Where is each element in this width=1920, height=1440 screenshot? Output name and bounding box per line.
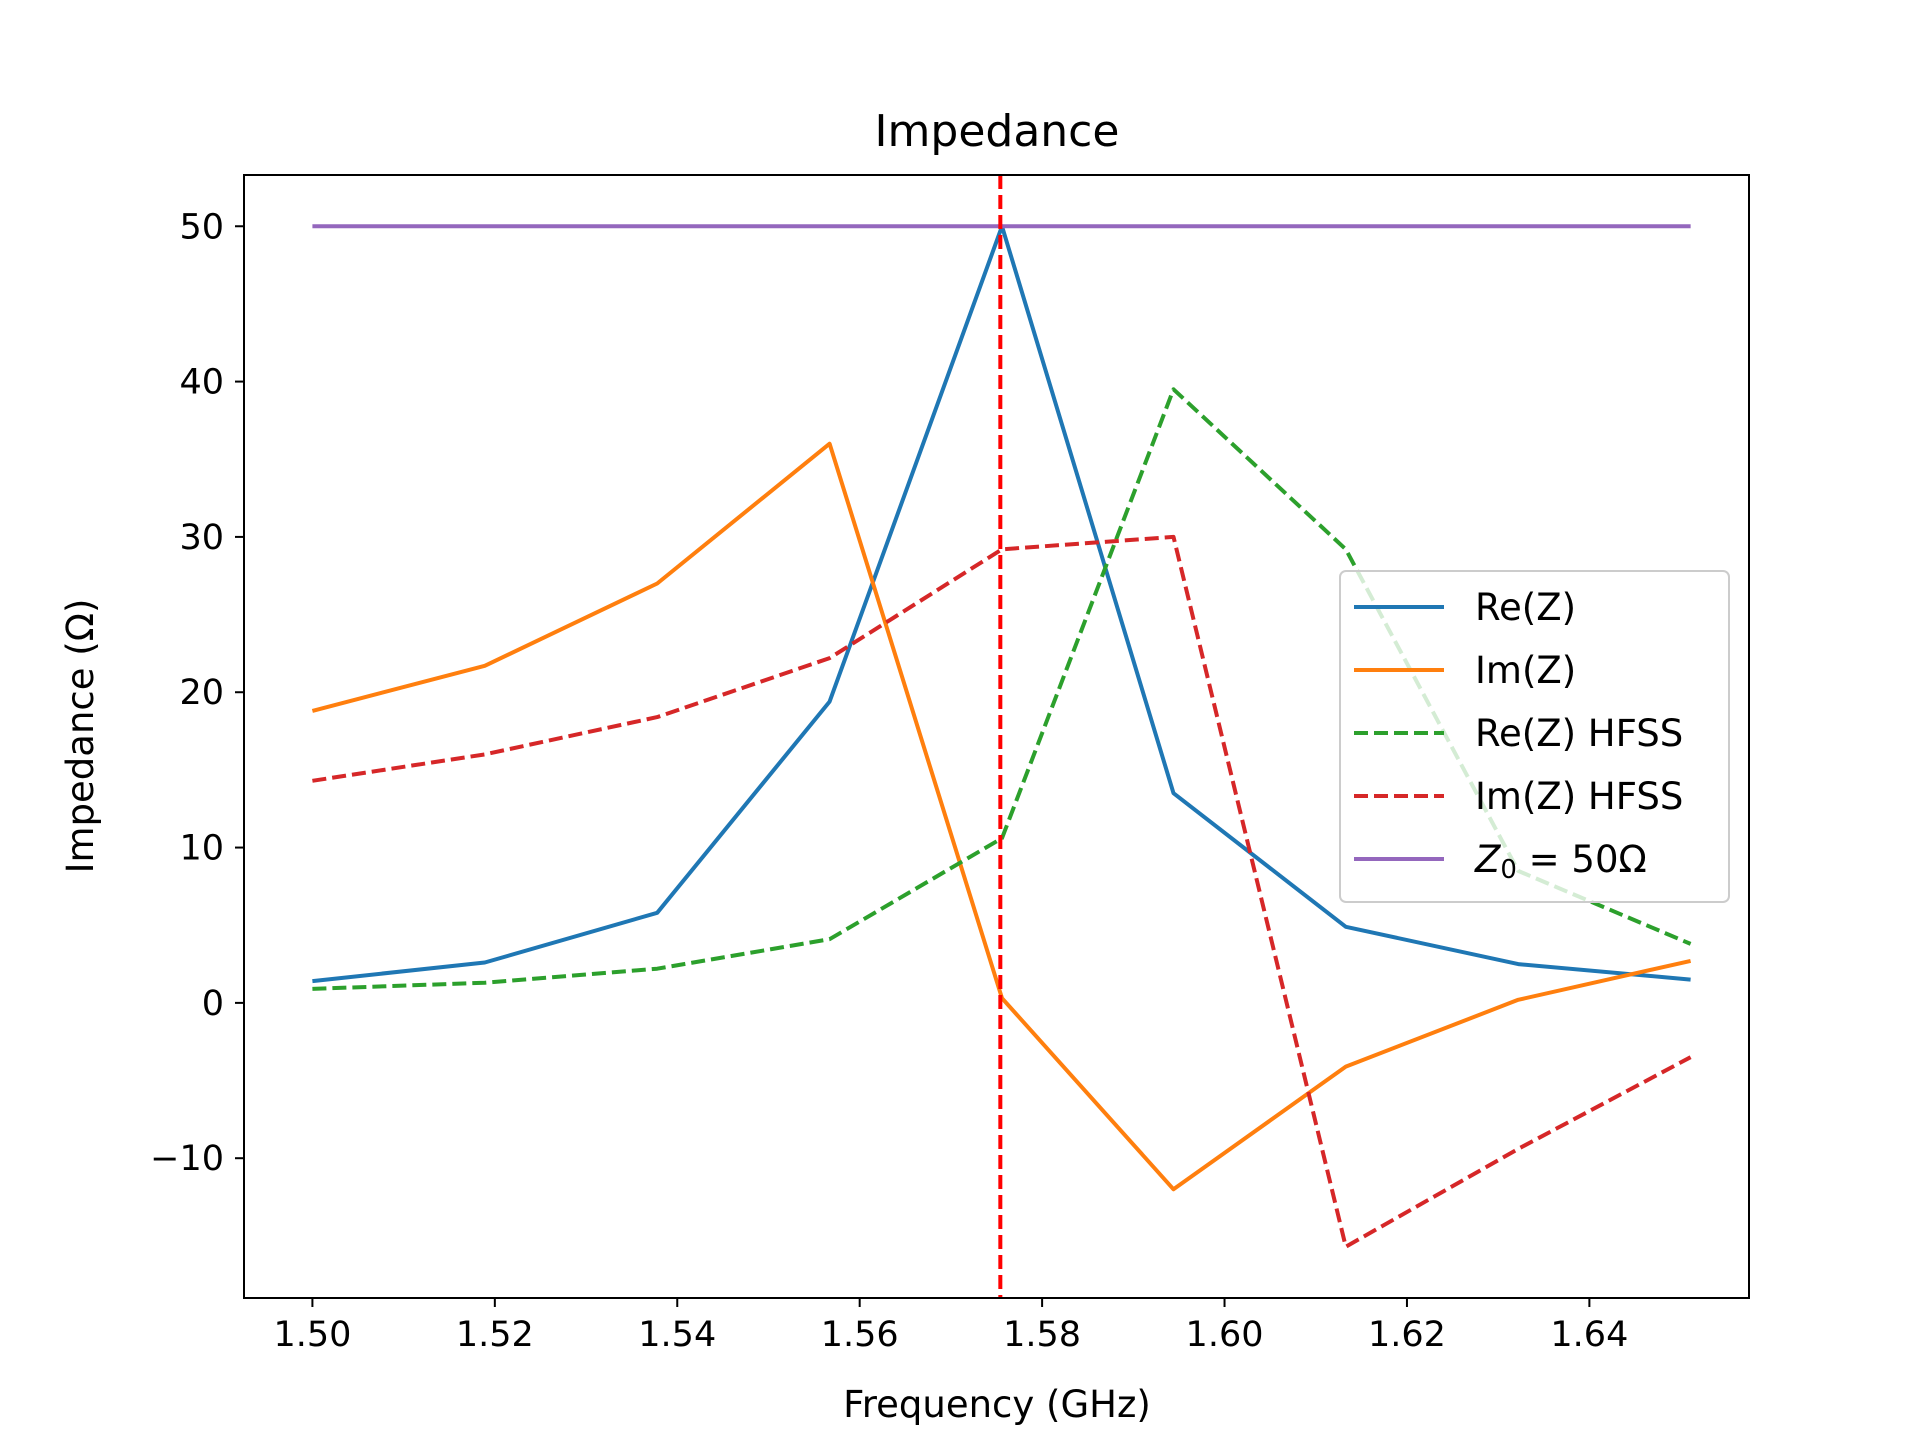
y-tick-label: 30 xyxy=(179,518,224,558)
x-tick-label: 1.62 xyxy=(1368,1315,1446,1355)
y-tick-label: −10 xyxy=(150,1139,224,1179)
series-line-4 xyxy=(312,534,1692,1249)
y-axis: −10 0 10 20 30 40 50 xyxy=(150,207,244,1179)
x-tick-label: 1.58 xyxy=(1003,1315,1081,1355)
x-tick-label: 1.54 xyxy=(638,1315,716,1355)
legend-entry-label: Re(Z) xyxy=(1475,586,1576,629)
x-tick-label: 1.64 xyxy=(1550,1315,1628,1355)
legend-entry-label: Im(Z) HFSS xyxy=(1475,775,1683,818)
legend-entry-label: Re(Z) HFSS xyxy=(1475,712,1683,755)
x-tick-label: 1.50 xyxy=(273,1315,351,1355)
x-tick-label: 1.60 xyxy=(1186,1315,1264,1355)
x-tick-label: 1.56 xyxy=(821,1315,899,1355)
legend-box xyxy=(1339,570,1730,903)
x-tick-label: 1.52 xyxy=(456,1315,534,1355)
x-axis: 1.50 1.52 1.54 1.56 1.58 1.60 1.62 1.64 xyxy=(273,1298,1628,1355)
legend: Re(Z) Im(Z) Re(Z) HFSS Im(Z) HFSS Z0 = 50Ω xyxy=(1339,570,1730,903)
y-tick-label: 0 xyxy=(202,984,224,1024)
y-tick-label: 50 xyxy=(179,207,224,247)
legend-entry-label: Im(Z) xyxy=(1475,649,1576,692)
chart-title: Impedance xyxy=(875,106,1120,157)
y-axis-label: Impedance (Ω) xyxy=(59,599,102,874)
x-axis-label: Frequency (GHz) xyxy=(843,1383,1151,1426)
y-tick-label: 40 xyxy=(179,363,224,403)
y-tick-label: 10 xyxy=(179,829,224,869)
y-tick-label: 20 xyxy=(179,673,224,713)
axes-frame xyxy=(243,174,1750,1299)
plot-area xyxy=(311,175,1692,1298)
legend-entry-label: Z0 = 50Ω xyxy=(1474,838,1647,885)
